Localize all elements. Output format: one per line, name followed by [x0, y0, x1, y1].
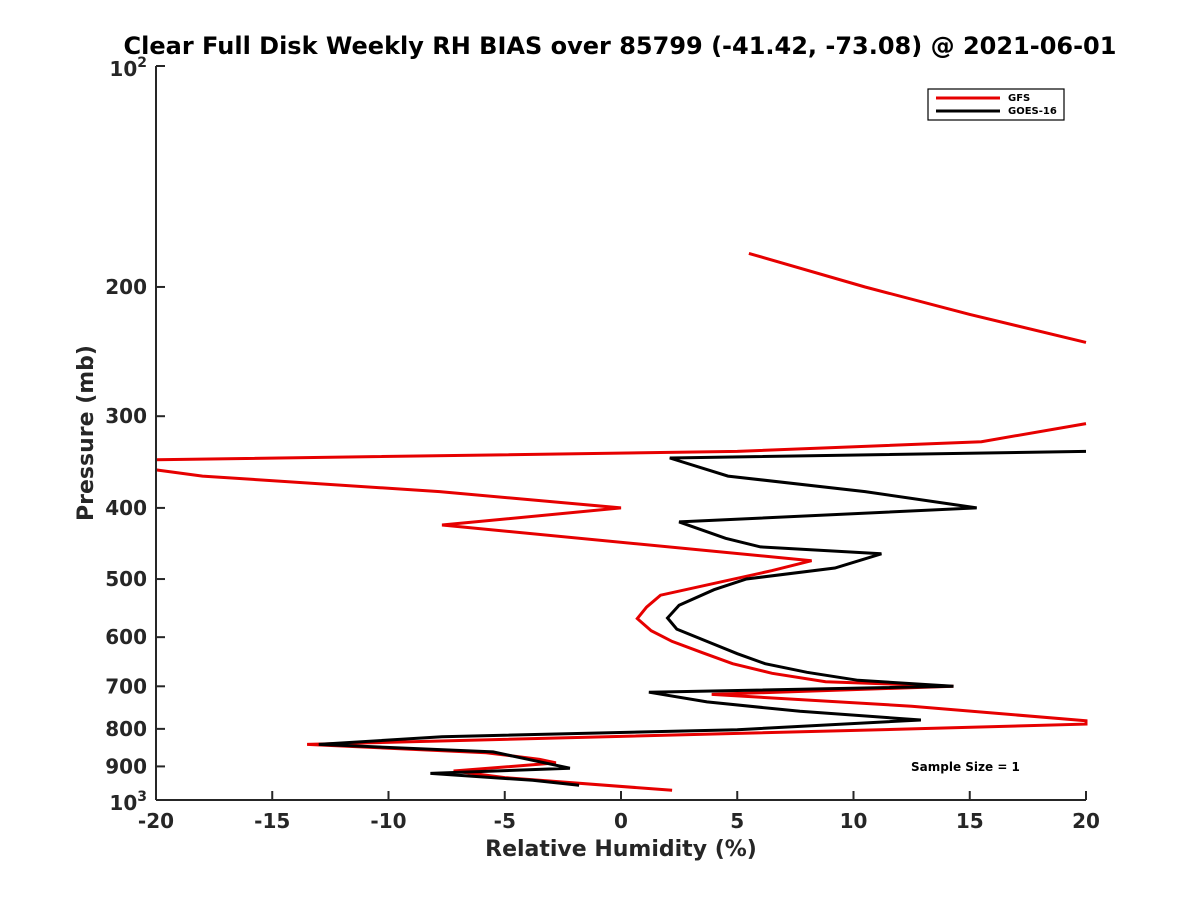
x-tick-label: 15 — [956, 809, 984, 833]
plot-area — [155, 251, 1088, 792]
x-ticks: -20 -15 -10 -5 0 5 10 15 20 — [138, 791, 1100, 833]
x-tick-label: 0 — [614, 809, 628, 833]
x-tick-label: 10 — [840, 809, 868, 833]
x-tick-label: -5 — [494, 809, 516, 833]
series-line-gfs-segment-0 — [748, 251, 1087, 344]
y-axis-label: Pressure (mb) — [74, 345, 99, 521]
legend-box — [927, 88, 1065, 121]
x-tick-label: -15 — [254, 809, 290, 833]
x-tick-label: 20 — [1072, 809, 1100, 833]
x-tick-label: -20 — [138, 809, 174, 833]
y-tick-label: 600 — [105, 625, 147, 649]
y-tick-label: 800 — [105, 717, 147, 741]
x-tick-label: 5 — [730, 809, 744, 833]
x-tick-label: -10 — [370, 809, 406, 833]
legend-label-goes16: GOES-16 — [1008, 106, 1057, 117]
chart-title: Clear Full Disk Weekly RH BIAS over 8579… — [124, 32, 1117, 60]
series-line-gfs-segment-2 — [155, 468, 1088, 792]
series-line-goes16-segment-0 — [318, 449, 1087, 787]
legend: GFS GOES-16 — [927, 88, 1065, 121]
sample-size-annotation: Sample Size = 1 — [911, 760, 1020, 774]
y-tick-label: 200 — [105, 275, 147, 299]
y-tick-label: 300 — [105, 404, 147, 428]
y-ticks: 102 200 300 400 500 600 700 800 900 103 — [105, 55, 165, 815]
y-tick-label: 700 — [105, 674, 147, 698]
y-tick-label: 102 — [109, 55, 147, 81]
series-line-gfs-segment-1 — [155, 422, 1087, 462]
y-tick-label: 400 — [105, 496, 147, 520]
y-tick-label: 900 — [105, 754, 147, 778]
legend-label-gfs: GFS — [1008, 93, 1030, 104]
x-axis-label: Relative Humidity (%) — [485, 837, 757, 862]
y-tick-label: 500 — [105, 567, 147, 591]
y-tick-label: 103 — [109, 789, 147, 815]
